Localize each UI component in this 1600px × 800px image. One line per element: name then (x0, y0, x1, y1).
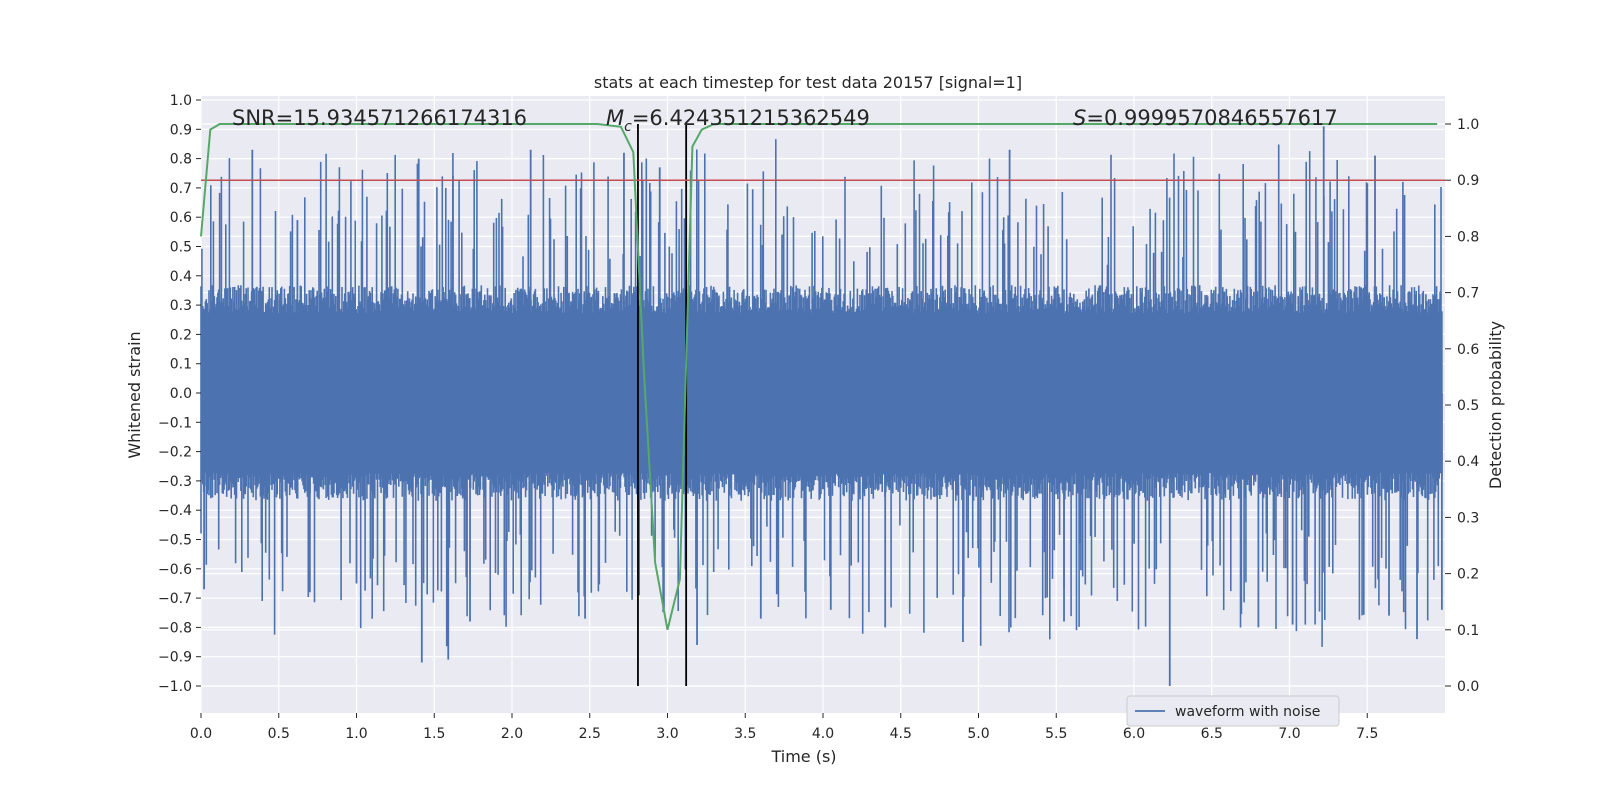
right-tick-label: 0.9 (1457, 173, 1479, 189)
y-tick-label: 0.5 (170, 240, 192, 256)
y-tick-label: 0.0 (170, 386, 192, 402)
y-tick-label: 0.9 (170, 122, 192, 138)
y-tick-label: −0.9 (158, 650, 192, 666)
right-tick-label: 1.0 (1457, 117, 1479, 133)
x-tick-label: 3.0 (656, 726, 678, 742)
waveform-core (201, 313, 1442, 473)
snr-annotation: SNR=15.934571266174316 (232, 106, 527, 130)
score-annotation: S=0.9999570846557617 (1073, 106, 1338, 130)
y-tick-label: −1.0 (158, 679, 192, 695)
y-tick-label: 0.2 (170, 327, 192, 343)
x-tick-label: 3.5 (734, 726, 756, 742)
right-tick-label: 0.3 (1457, 510, 1479, 526)
right-tick-label: 0.4 (1457, 454, 1479, 470)
y-tick-label: 0.1 (170, 357, 192, 373)
x-axis-ticks: 0.0 0.5 1.0 1.5 2.0 2.5 3.0 3.5 4.0 4.5 5.0 5.5 6.0 6… (190, 713, 1378, 742)
score-symbol: S (1073, 106, 1086, 130)
x-tick-label: 7.5 (1356, 726, 1378, 742)
x-tick-label: 2.0 (501, 726, 523, 742)
y-tick-label: 1.0 (170, 93, 192, 109)
y-axis-ticks: 1.0 0.9 0.8 0.7 0.6 0.5 0.4 0.3 0.2 0.1 0.0 −0.1 −0.… (158, 93, 201, 695)
x-tick-label: 7.0 (1278, 726, 1300, 742)
y-axis-label: Whitened strain (125, 331, 144, 458)
right-tick-label: 0.2 (1457, 567, 1479, 583)
y-tick-label: −0.2 (158, 445, 192, 461)
y-tick-label: 0.3 (170, 298, 192, 314)
probability-series (200, 123, 1438, 631)
waveform-series (200, 126, 1443, 686)
probability-line (200, 123, 1438, 631)
y-tick-label: 0.4 (170, 269, 192, 285)
x-tick-label: 5.0 (967, 726, 989, 742)
x-tick-label: 4.5 (890, 726, 912, 742)
right-tick-label: 0.6 (1457, 342, 1479, 358)
y-tick-label: −0.6 (158, 562, 192, 578)
chart-title: stats at each timestep for test data 201… (594, 73, 1022, 92)
y-tick-label: −0.1 (158, 415, 192, 431)
right-tick-label: 0.5 (1457, 398, 1479, 414)
y-tick-label: 0.6 (170, 210, 192, 226)
x-tick-label: 5.5 (1045, 726, 1067, 742)
legend-waveform-label: waveform with noise (1175, 704, 1320, 720)
y-tick-label: −0.4 (158, 503, 192, 519)
right-tick-label: 0.1 (1457, 623, 1479, 639)
legend-box (1126, 695, 1340, 727)
x-tick-label: 4.0 (812, 726, 834, 742)
y-tick-label: 0.8 (170, 152, 192, 168)
y-tick-label: −0.3 (158, 474, 192, 490)
y-tick-label: −0.7 (158, 591, 192, 607)
chirp-mass-symbol: M (606, 106, 624, 130)
x-tick-label: 6.5 (1201, 726, 1223, 742)
x-tick-label: 0.5 (268, 726, 290, 742)
vertical-markers (637, 124, 688, 686)
chirp-mass-value: =6.424351215362549 (632, 106, 870, 130)
x-tick-label: 1.5 (423, 726, 445, 742)
x-tick-label: 0.0 (190, 726, 212, 742)
chirp-mass-annotation: Mc=6.424351215362549 (606, 106, 870, 135)
x-axis-label: Time (s) (770, 747, 836, 766)
right-tick-label: 0.0 (1457, 679, 1479, 695)
x-tick-label: 6.0 (1123, 726, 1145, 742)
right-axis-label: Detection probability (1486, 321, 1505, 489)
right-tick-label: 0.7 (1457, 286, 1479, 302)
x-tick-label: 1.0 (345, 726, 367, 742)
x-tick-label: 2.5 (579, 726, 601, 742)
chirp-mass-subscript: c (624, 119, 632, 135)
y-tick-label: −0.5 (158, 533, 192, 549)
right-axis-ticks: 1.0 0.9 0.8 0.7 0.6 0.5 0.4 0.3 0.2 0.1 0.0 (1445, 117, 1479, 695)
score-value: =0.9999570846557617 (1086, 106, 1337, 130)
y-tick-label: −0.8 (158, 620, 192, 636)
right-tick-label: 0.8 (1457, 229, 1479, 245)
y-tick-label: 0.7 (170, 181, 192, 197)
legend: waveform with noise (1126, 695, 1340, 727)
